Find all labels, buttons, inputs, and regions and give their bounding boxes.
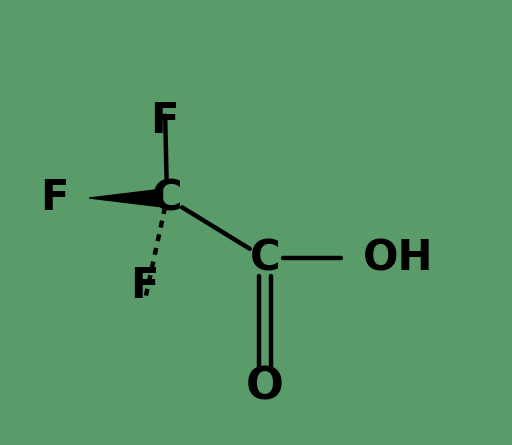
- Text: O: O: [246, 366, 284, 409]
- Text: C: C: [152, 177, 182, 219]
- Text: C: C: [249, 237, 280, 279]
- Text: F: F: [151, 100, 179, 142]
- Polygon shape: [89, 189, 162, 207]
- Text: F: F: [40, 177, 69, 219]
- Text: OH: OH: [363, 237, 433, 279]
- Text: F: F: [131, 265, 159, 307]
